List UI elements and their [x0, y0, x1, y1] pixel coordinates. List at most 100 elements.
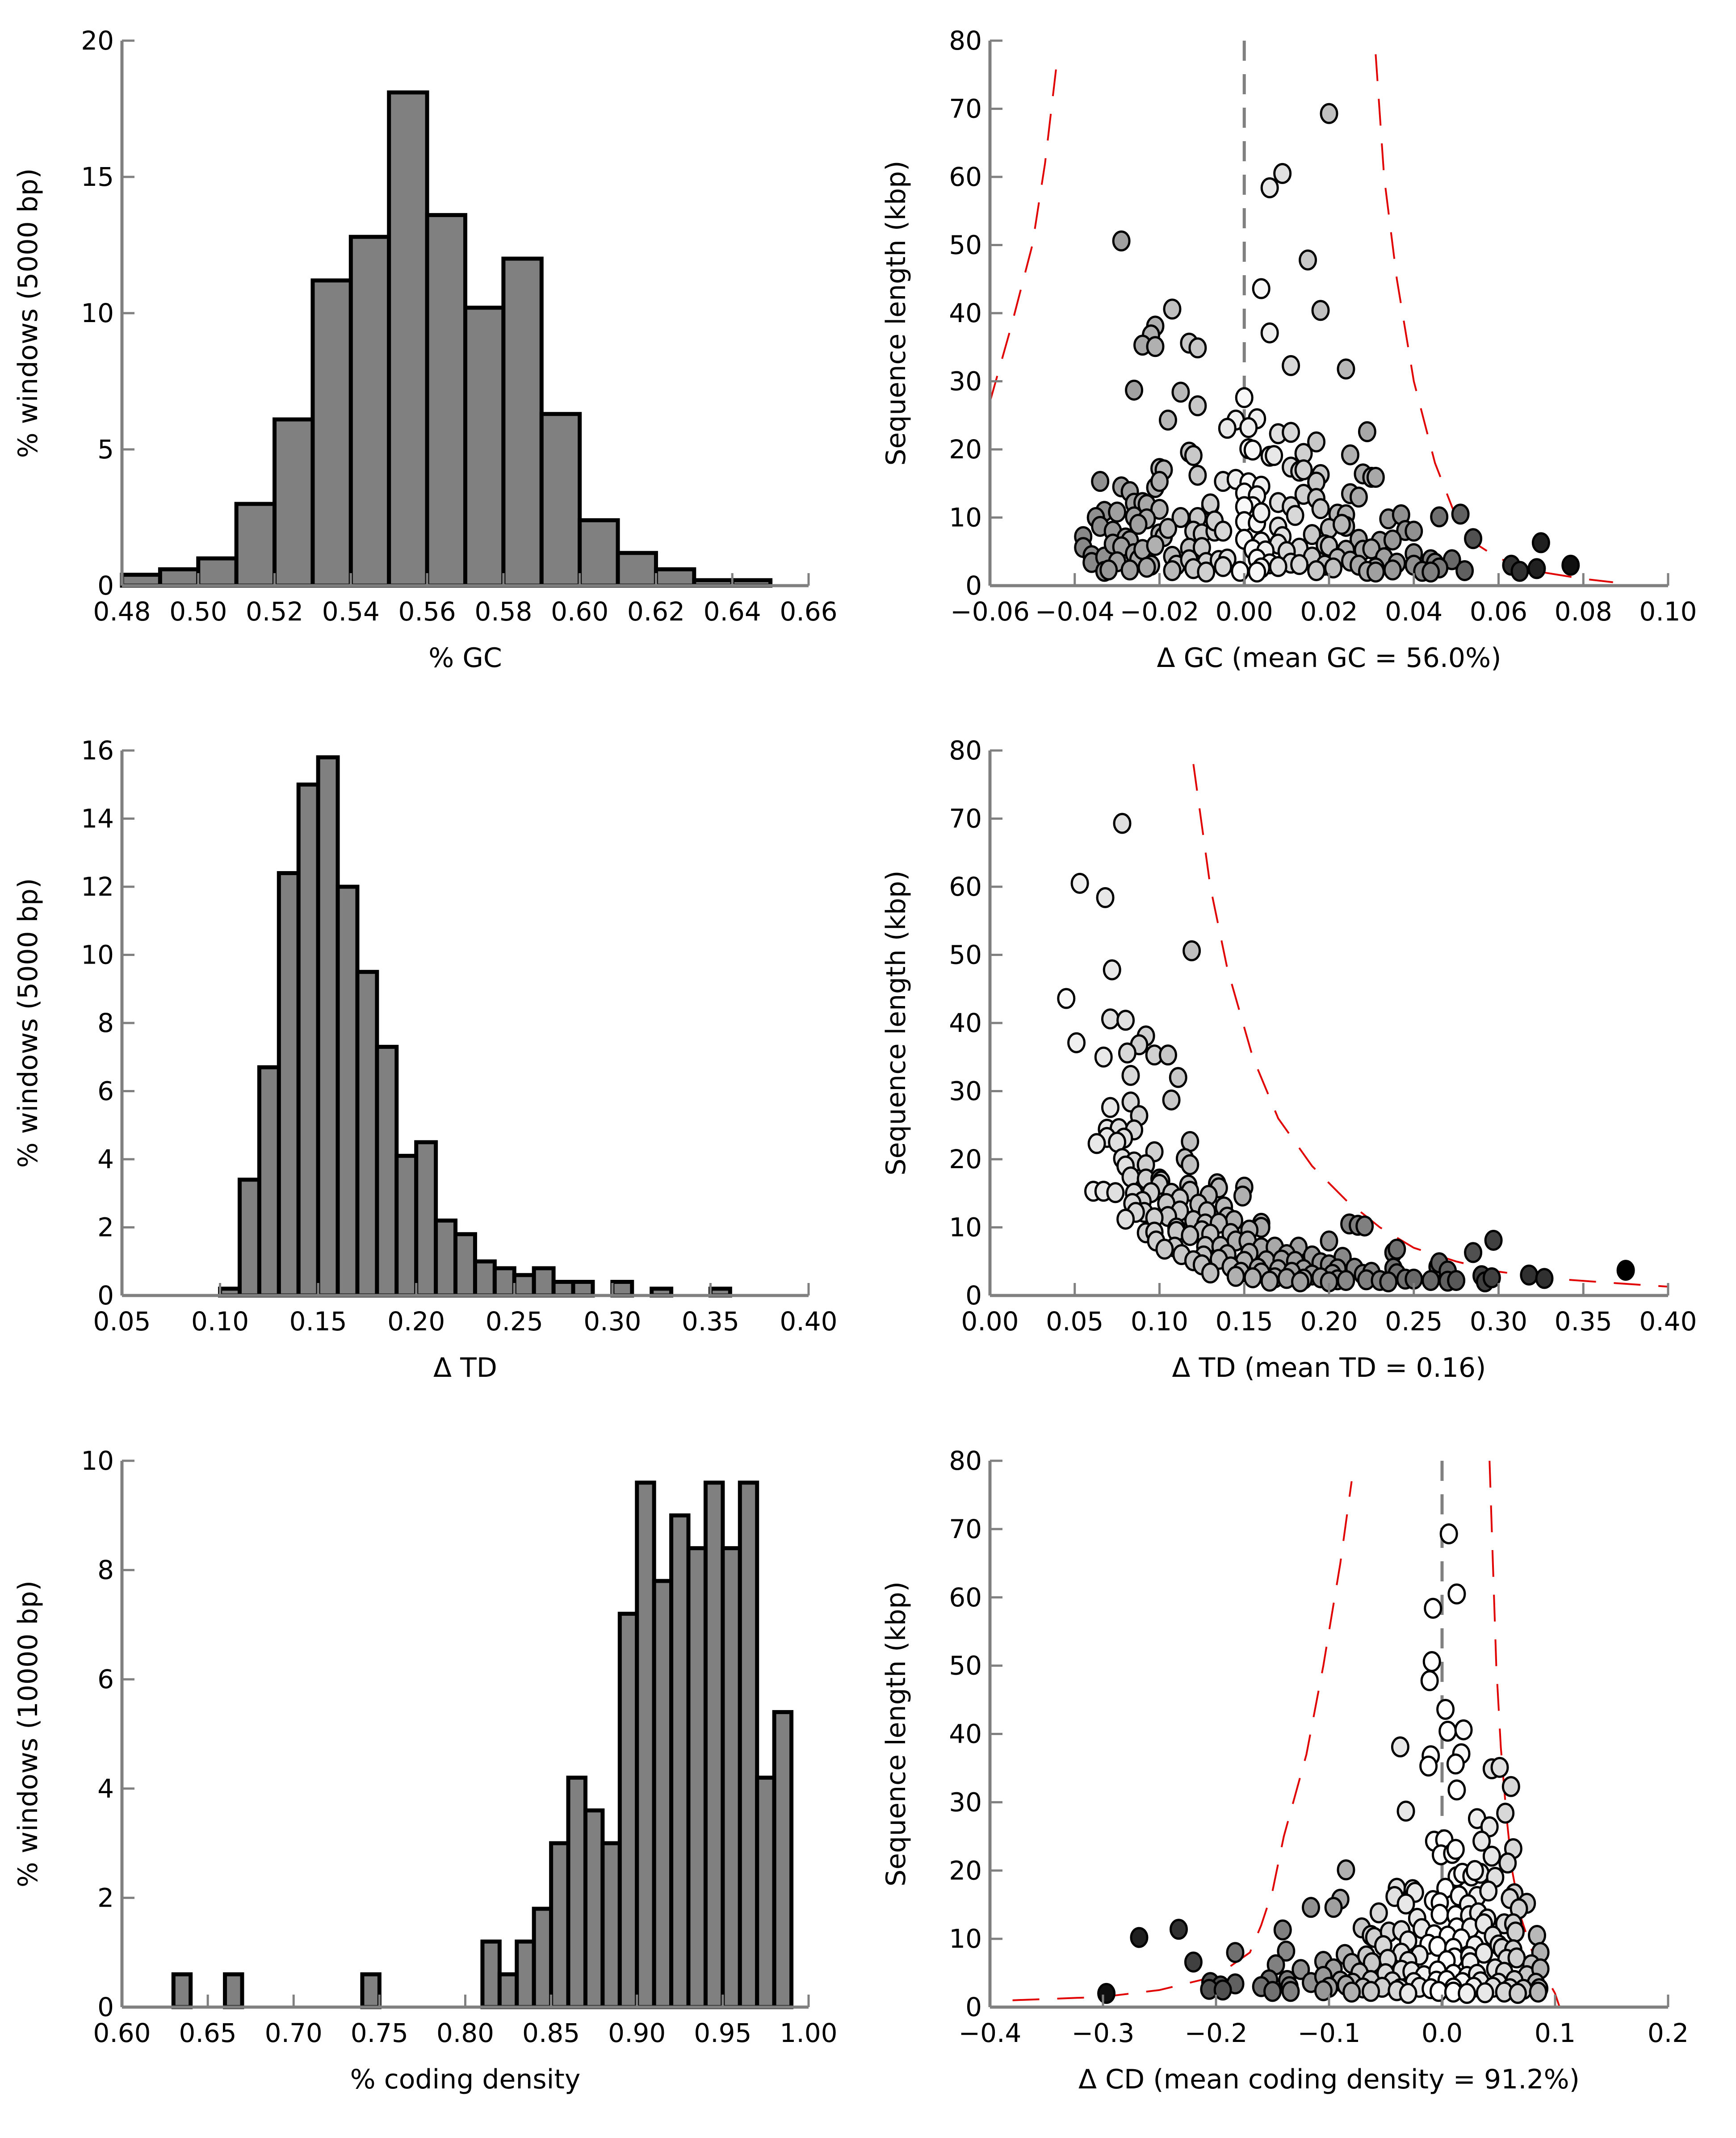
histogram-bar: [277, 871, 301, 1298]
td-scatter-panel: 0 10 20 30 40 50 60 70 80 0.00 0.05 0.10 0.15 0.20 0.2…: [881, 735, 1697, 1383]
scatter-point: [1476, 1982, 1494, 2004]
x-tick-label: 0.2: [1648, 2018, 1689, 2048]
scatter-point: [1420, 1670, 1439, 1691]
y-axis-label: % windows (10000 bp): [13, 1580, 44, 1887]
scatter-point: [1239, 417, 1258, 438]
y-tick-label: 0: [97, 1280, 114, 1311]
x-tick-label: 0.10: [191, 1306, 249, 1337]
scatter-point: [1233, 1185, 1252, 1207]
x-tick-label: 0.30: [1470, 1306, 1527, 1337]
histogram-bar: [480, 1939, 502, 2009]
scatter-point: [1269, 556, 1287, 577]
histogram-bar: [571, 1280, 595, 1298]
x-tick-label: 0.02: [1300, 596, 1358, 627]
scatter-point: [1184, 1951, 1203, 1973]
x-tick-label: 0.35: [1555, 1306, 1612, 1337]
histogram-bar: [196, 556, 239, 588]
y-tick-label: 30: [949, 366, 982, 397]
confidence-bound-left: [1012, 1481, 1353, 2001]
scatter-point: [1422, 562, 1440, 583]
x-tick-label: −0.1: [1298, 2018, 1361, 2048]
scatter-point: [1201, 1262, 1220, 1284]
x-tick-label: 0.25: [1385, 1306, 1442, 1337]
scatter-point: [1349, 486, 1368, 508]
scatter-point: [1405, 520, 1423, 542]
histogram-bar: [549, 1841, 570, 2009]
scatter-point: [1291, 1271, 1309, 1292]
y-tick-label: 30: [949, 1076, 982, 1107]
scatter-point: [1464, 528, 1483, 549]
scatter-point: [1303, 524, 1321, 545]
scatter-point: [1527, 558, 1546, 579]
x-axis-label: Δ TD (mean TD = 0.16): [1172, 1352, 1486, 1383]
x-tick-label: 0.05: [93, 1306, 151, 1337]
histogram-bar: [387, 90, 429, 588]
y-tick-label: 0: [965, 1992, 982, 2022]
scatter-point: [1391, 1736, 1409, 1758]
x-tick-label: 0.10: [1131, 1306, 1188, 1337]
scatter-point: [1108, 501, 1127, 523]
scatter-point: [1155, 1238, 1174, 1260]
scatter-point: [1424, 1597, 1442, 1619]
scatter-point: [1422, 1651, 1441, 1672]
scatter-point: [1150, 499, 1169, 520]
histogram-bar: [738, 1480, 759, 2009]
histogram-bar: [532, 1907, 554, 2009]
scatter-point: [1273, 163, 1292, 184]
y-axis-label: % windows (5000 bp): [13, 168, 44, 458]
x-tick-label: 0.48: [93, 596, 151, 627]
scatter-point: [1118, 1042, 1136, 1064]
scatter-point: [1292, 1959, 1310, 1980]
gc-histogram-panel: 0 5 10 15 20 0.48 0.50 0.52 0.54 0.56 0.58 0.60 0.62…: [13, 25, 838, 674]
td-histogram-panel: 0 2 4 6 8 10 12 14 16 0.05 0.10 0.15 0.20 0.25 0.30 0.3…: [13, 735, 838, 1383]
scatter-point: [1158, 409, 1177, 431]
scatter-point: [1252, 502, 1271, 524]
y-tick-label: 40: [949, 298, 982, 328]
x-axis-label: % GC: [428, 642, 502, 674]
y-tick-label: 50: [949, 230, 982, 260]
x-tick-label: 0.54: [322, 596, 380, 627]
histogram-bar: [539, 412, 582, 588]
scatter-point: [1248, 562, 1266, 583]
scatter-point: [1419, 1755, 1438, 1777]
x-tick-label: 0.58: [474, 596, 532, 627]
scatter-point: [1454, 1719, 1473, 1740]
scatter-point: [1113, 813, 1132, 834]
y-tick-label: 0: [97, 570, 114, 601]
histogram-bar: [360, 1972, 382, 2009]
x-tick-label: 0.15: [1216, 1306, 1273, 1337]
x-axis-label: % coding density: [350, 2064, 581, 2095]
y-tick-label: 50: [949, 940, 982, 970]
histogram-bar: [335, 885, 360, 1298]
y-tick-label: 40: [949, 1719, 982, 1749]
histogram-bar: [316, 755, 340, 1298]
histogram-bar: [273, 417, 315, 588]
scatter-point: [1320, 1230, 1338, 1252]
scatter-point: [1096, 887, 1115, 908]
y-tick-label: 70: [949, 94, 982, 124]
y-axis-label: Sequence length (kbp): [881, 870, 912, 1175]
histogram-bar: [497, 1972, 519, 2009]
scatter-point: [1362, 1981, 1380, 2002]
scatter-point: [1188, 395, 1207, 416]
scatter-point: [1438, 1720, 1457, 1742]
cd-scatter-panel: 0 10 20 30 40 50 60 70 80 −0.4 −0.3 −0.2 −0.1 0.0 0.1 0…: [881, 1446, 1689, 2095]
scatter-point: [1482, 1845, 1501, 1867]
y-tick-label: 20: [949, 1144, 982, 1174]
scatter-point: [1383, 559, 1402, 581]
x-tick-label: 0.00: [961, 1306, 1019, 1337]
scatter-point: [1396, 1800, 1415, 1822]
scatter-point: [1464, 1242, 1483, 1263]
x-tick-label: 0.05: [1046, 1306, 1103, 1337]
scatter-point: [1355, 1215, 1374, 1237]
scatter-point: [1341, 444, 1359, 465]
x-tick-label: 0.60: [93, 2018, 151, 2048]
scatter-point: [1531, 532, 1550, 553]
x-tick-label: 0.65: [179, 2018, 237, 2048]
scatter-point: [1332, 514, 1351, 535]
scatter-point: [1324, 557, 1342, 579]
y-tick-label: 12: [81, 872, 114, 902]
scatter-point: [1337, 358, 1355, 380]
scatter-point: [1475, 1942, 1493, 1964]
scatter-point: [1314, 1980, 1333, 2001]
